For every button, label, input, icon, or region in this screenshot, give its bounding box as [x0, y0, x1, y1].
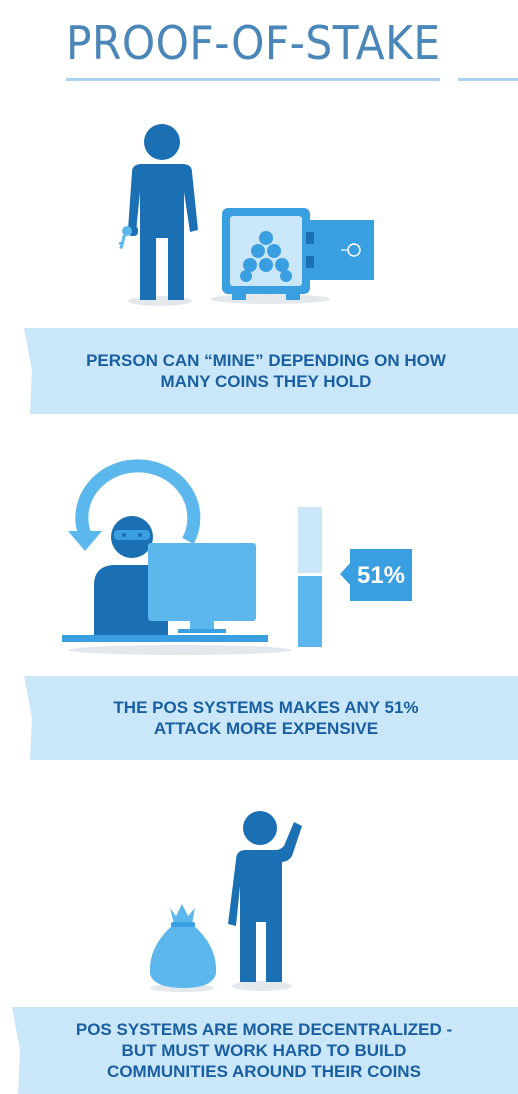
title-underline-right: [458, 78, 518, 81]
money-bag-icon: [149, 904, 217, 988]
page-title: PROOF-OF-STAKE: [66, 16, 441, 70]
confused-person-icon: [228, 811, 302, 982]
safe-shadow: [210, 294, 330, 304]
key-icon: [119, 226, 132, 250]
section-2-illustration: 51%: [62, 459, 412, 655]
caption-banner-3: POS SYSTEMS ARE MORE DECENTRALIZED - BUT…: [12, 1007, 518, 1094]
caption-1-line-2: MANY COINS THEY HOLD: [160, 372, 372, 391]
caption-banner-1: PERSON CAN “MINE” DEPENDING ON HOW MANY …: [24, 328, 518, 414]
person-with-key-icon: [128, 124, 198, 300]
section-3-illustration: [149, 811, 302, 992]
caption-1: PERSON CAN “MINE” DEPENDING ON HOW MANY …: [86, 350, 446, 392]
title-underline: [66, 78, 440, 81]
caption-3-line-2: BUT MUST WORK HARD TO BUILD: [121, 1041, 407, 1060]
caption-3-line-3: COMMUNITIES AROUND THEIR COINS: [107, 1062, 421, 1081]
hacker-at-computer-icon: [62, 516, 268, 642]
desk-shadow: [68, 645, 292, 655]
caption-2-line-1: THE POS SYSTEMS MAKES ANY 51%: [113, 698, 419, 717]
safe-with-coins-icon: [222, 208, 374, 300]
caption-2-line-2: ATTACK MORE EXPENSIVE: [153, 719, 379, 738]
person-shadow-2: [232, 981, 292, 991]
section-1-illustration: [119, 124, 374, 306]
percent-badge: 51%: [340, 549, 412, 601]
circular-arrow-icon: [68, 459, 201, 551]
percent-badge-label: 51%: [357, 562, 405, 589]
caption-3-line-1: POS SYSTEMS ARE MORE DECENTRALIZED -: [75, 1020, 453, 1039]
caption-3: POS SYSTEMS ARE MORE DECENTRALIZED - BUT…: [76, 1019, 452, 1082]
caption-1-line-1: PERSON CAN “MINE” DEPENDING ON HOW: [86, 351, 446, 370]
meter-bar-icon: [298, 507, 322, 647]
caption-2: THE POS SYSTEMS MAKES ANY 51% ATTACK MOR…: [113, 697, 418, 739]
caption-banner-2: THE POS SYSTEMS MAKES ANY 51% ATTACK MOR…: [24, 676, 518, 760]
coins-icon: [240, 231, 292, 282]
